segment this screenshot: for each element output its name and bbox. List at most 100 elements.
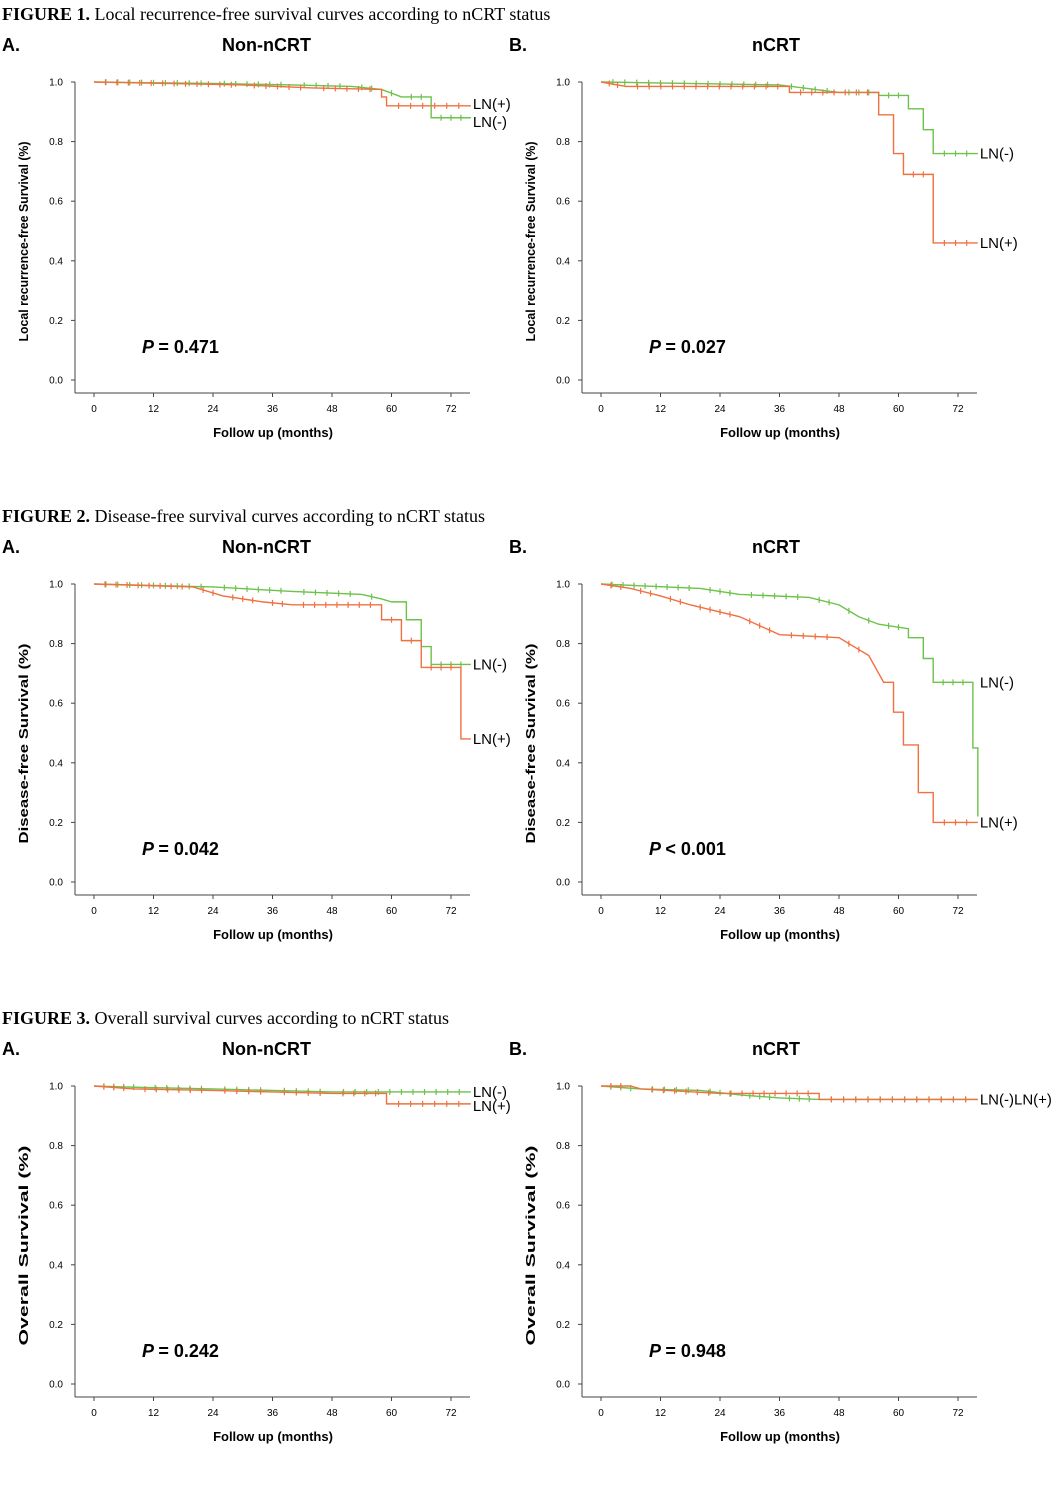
panel-letter: A. bbox=[2, 35, 20, 55]
figure-1-caption: Local recurrence-free survival curves ac… bbox=[94, 4, 551, 24]
panel-heading: Non-nCRT bbox=[222, 35, 311, 55]
figure-1-panel-a: A. Non-nCRT 0.0 0.2 0.4 0.6 0.8 1.0 0 12 24 36 48 6… bbox=[0, 35, 529, 505]
panel-heading: nCRT bbox=[752, 537, 800, 557]
y-tick-label: 0.4 bbox=[49, 256, 63, 267]
x-tick-label: 60 bbox=[386, 906, 398, 917]
panel-heading: Non-nCRT bbox=[222, 1039, 311, 1059]
y-tick-label: 0.4 bbox=[556, 256, 570, 267]
y-tick-label: 0.8 bbox=[556, 639, 570, 650]
y-tick-label: 0.4 bbox=[49, 758, 63, 769]
y-tick-label: 0.6 bbox=[556, 197, 570, 208]
y-tick-label: 1.0 bbox=[49, 1082, 63, 1093]
x-tick-label: 36 bbox=[774, 404, 786, 415]
x-tick-label: 0 bbox=[598, 906, 604, 917]
y-tick-label: 1.0 bbox=[49, 78, 63, 89]
p-value-number: 0.242 bbox=[174, 1341, 219, 1361]
panel-letter: B. bbox=[509, 1039, 527, 1059]
p-value-text: P = 0.471 bbox=[142, 337, 219, 357]
series-line-lnneg bbox=[93, 583, 471, 666]
x-axis-label: Follow up (months) bbox=[213, 425, 333, 440]
p-value-number: 0.001 bbox=[681, 839, 726, 859]
x-axis-label: Follow up (months) bbox=[720, 425, 840, 440]
p-value-label: P bbox=[649, 839, 665, 859]
x-tick-label: 48 bbox=[326, 906, 338, 917]
y-axis-label: Overall Survival (%) bbox=[523, 1146, 538, 1346]
y-tick-label: 0.4 bbox=[556, 1260, 570, 1271]
y-axis-label: Local recurrence-free Survival (%) bbox=[16, 142, 31, 342]
y-tick-label: 0.2 bbox=[49, 818, 63, 829]
x-tick-label: 36 bbox=[774, 1408, 786, 1419]
y-tick-label: 0.0 bbox=[49, 1380, 63, 1391]
panel-heading: Non-nCRT bbox=[222, 537, 311, 557]
x-tick-label: 24 bbox=[207, 906, 219, 917]
x-tick-label: 0 bbox=[598, 1408, 604, 1419]
p-value-text: P < 0.001 bbox=[649, 839, 726, 859]
series-end-label: LN(+) bbox=[980, 814, 1018, 831]
y-tick-label: 0.6 bbox=[49, 1201, 63, 1212]
p-value-number: 0.471 bbox=[174, 337, 219, 357]
x-tick-label: 60 bbox=[386, 1408, 398, 1419]
panel-letter: B. bbox=[509, 537, 527, 557]
x-tick-label: 48 bbox=[326, 1408, 338, 1419]
panel-letter: A. bbox=[2, 1039, 20, 1059]
series-line-lnneg bbox=[600, 81, 978, 155]
series-end-label: LN(-) bbox=[980, 674, 1014, 691]
y-tick-label: 0.0 bbox=[556, 878, 570, 889]
x-tick-label: 60 bbox=[893, 1408, 905, 1419]
x-tick-label: 36 bbox=[267, 906, 279, 917]
p-value-operator: < bbox=[665, 839, 681, 859]
series-line-lnpos bbox=[601, 1085, 978, 1101]
x-tick-label: 60 bbox=[893, 404, 905, 415]
figure-3-panel-a: A. Non-nCRT 0.0 0.2 0.4 0.6 0.8 1.0 0 12 24 36 48 6… bbox=[0, 1039, 529, 1509]
p-value-text: P = 0.242 bbox=[142, 1341, 219, 1361]
p-value-number: 0.948 bbox=[681, 1341, 726, 1361]
y-tick-label: 0.2 bbox=[556, 818, 570, 829]
panel-heading: nCRT bbox=[752, 35, 800, 55]
x-tick-label: 0 bbox=[91, 1408, 97, 1419]
figure-3-label: FIGURE 3. bbox=[2, 1008, 91, 1028]
p-value-label: P bbox=[142, 839, 158, 859]
figure-1-panel-b: B. nCRT 0.0 0.2 0.4 0.6 0.8 1.0 0 12 24 36 48 60 72 F… bbox=[507, 35, 1036, 505]
x-tick-label: 72 bbox=[445, 906, 457, 917]
y-tick-label: 1.0 bbox=[49, 580, 63, 591]
series-end-label: LN(-) bbox=[473, 114, 507, 131]
km-chart: 0.0 0.2 0.4 0.6 0.8 1.0 0 12 24 36 48 60 72 Follow up… bbox=[16, 1082, 511, 1445]
y-axis-label: Local recurrence-free Survival (%) bbox=[523, 142, 538, 342]
figure-2-panel-b: B. nCRT 0.0 0.2 0.4 0.6 0.8 1.0 0 12 24 36 48 60 72 F… bbox=[507, 537, 1036, 1007]
figure-2-title: FIGURE 2. Disease-free survival curves a… bbox=[2, 506, 485, 527]
y-axis-label: Overall Survival (%) bbox=[16, 1146, 31, 1346]
series-line-lnneg bbox=[600, 583, 979, 817]
x-tick-label: 12 bbox=[148, 404, 160, 415]
x-tick-label: 0 bbox=[598, 404, 604, 415]
y-tick-label: 0.8 bbox=[49, 1141, 63, 1152]
p-value-label: P bbox=[142, 1341, 158, 1361]
x-tick-label: 48 bbox=[833, 906, 845, 917]
y-tick-label: 1.0 bbox=[556, 1082, 570, 1093]
series-line-lnpos bbox=[600, 583, 978, 824]
x-tick-label: 24 bbox=[714, 1408, 726, 1419]
x-tick-label: 24 bbox=[207, 1408, 219, 1419]
x-tick-label: 24 bbox=[207, 404, 219, 415]
y-axis-label: Disease-free Survival (%) bbox=[523, 644, 538, 844]
figure-3-panel-b: B. nCRT 0.0 0.2 0.4 0.6 0.8 1.0 0 12 24 36 48 60 72 F… bbox=[507, 1039, 1052, 1509]
y-axis-label: Disease-free Survival (%) bbox=[16, 644, 31, 844]
x-tick-label: 72 bbox=[445, 404, 457, 415]
figure-2-label: FIGURE 2. bbox=[2, 506, 91, 526]
y-tick-label: 0.0 bbox=[556, 376, 570, 387]
x-tick-label: 12 bbox=[655, 1408, 667, 1419]
y-tick-label: 0.4 bbox=[49, 1260, 63, 1271]
p-value-operator: = bbox=[158, 337, 174, 357]
x-tick-label: 24 bbox=[714, 906, 726, 917]
series-end-label: LN(+) bbox=[980, 235, 1018, 252]
km-chart: 0.0 0.2 0.4 0.6 0.8 1.0 0 12 24 36 48 60 72 Follow up… bbox=[523, 580, 1018, 943]
series-line-lnpos bbox=[93, 81, 471, 107]
series-line-lnpos bbox=[93, 1085, 471, 1105]
y-tick-label: 0.6 bbox=[556, 699, 570, 710]
x-tick-label: 60 bbox=[386, 404, 398, 415]
y-tick-label: 1.0 bbox=[556, 78, 570, 89]
x-tick-label: 48 bbox=[833, 1408, 845, 1419]
panel-letter: B. bbox=[509, 35, 527, 55]
y-tick-label: 0.6 bbox=[49, 197, 63, 208]
p-value-operator: = bbox=[665, 337, 681, 357]
series-end-label: LN(+) bbox=[473, 96, 511, 113]
